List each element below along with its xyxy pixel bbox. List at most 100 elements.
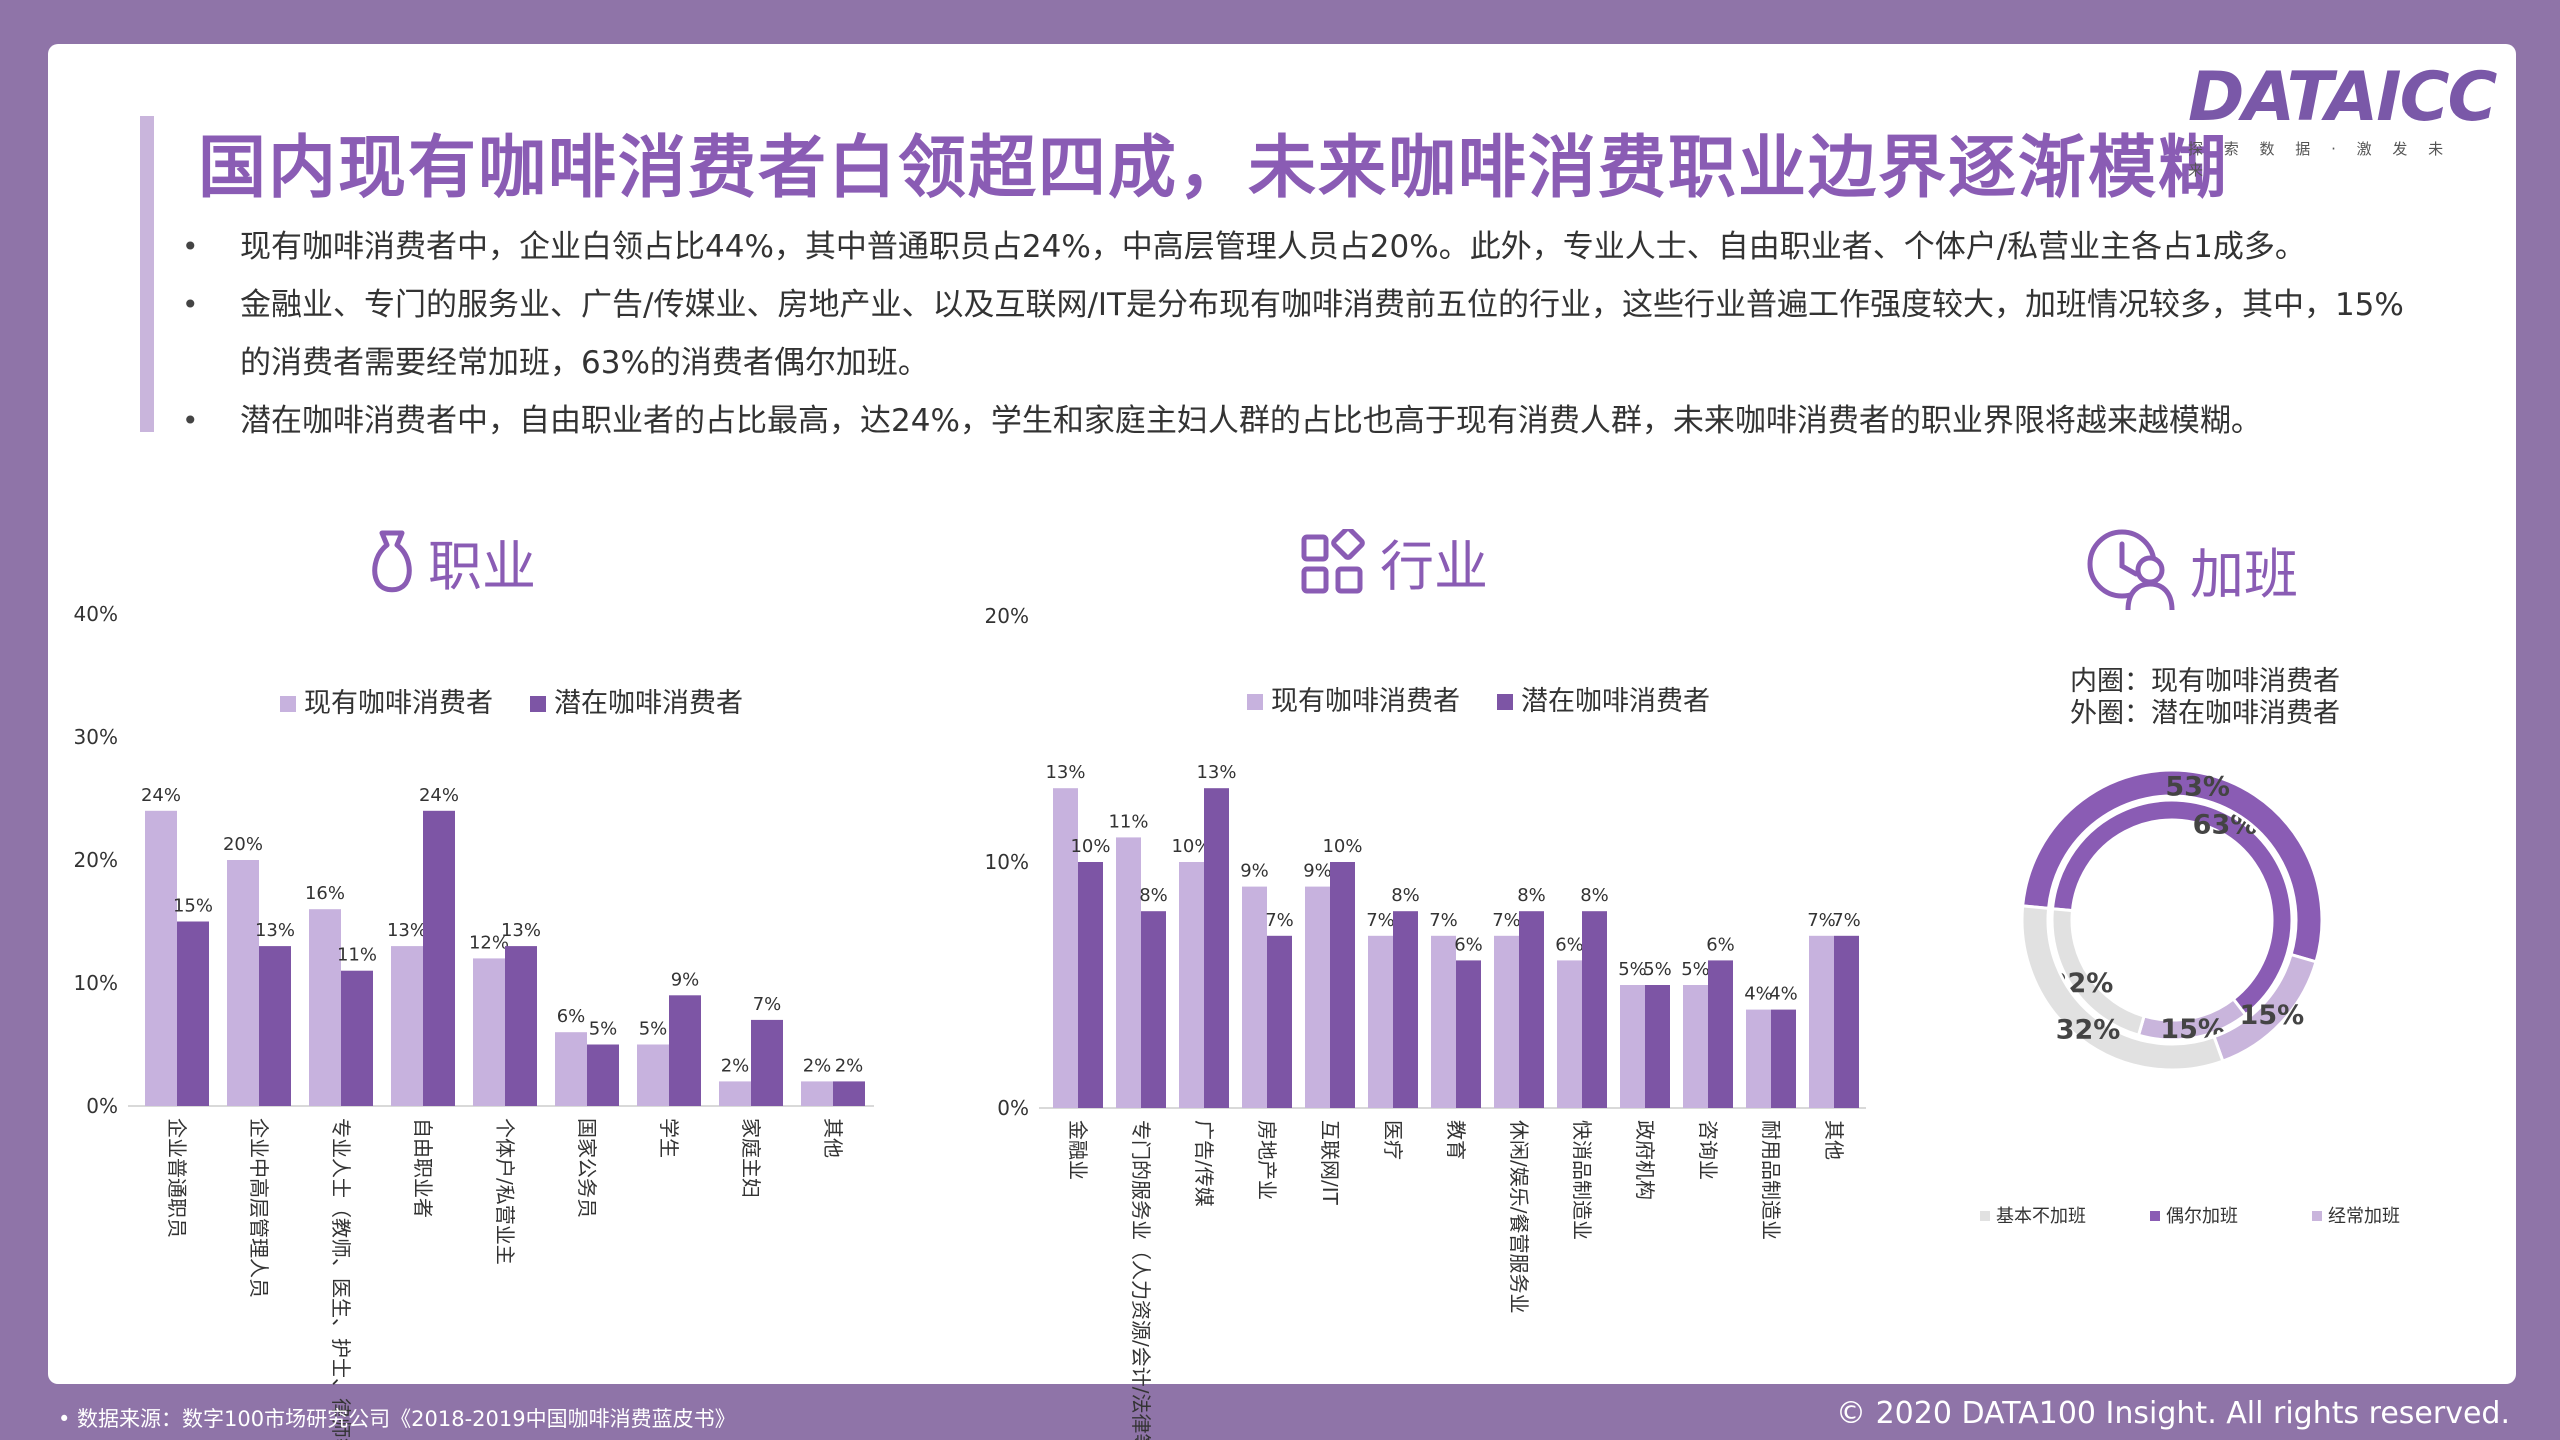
bullet-industry: 金融业、专门的服务业、广告/传媒业、房地产业、以及互联网/IT是分布现有咖啡消费… xyxy=(178,276,2408,392)
clock-person-icon xyxy=(2087,529,2175,611)
donut-value-label: 15% xyxy=(2240,1000,2305,1031)
occupation-bar xyxy=(801,1081,833,1106)
occupation-category-label: 国家公务员 xyxy=(575,1118,599,1218)
section-industry-label: 行业 xyxy=(1380,535,1488,598)
industry-bar xyxy=(1771,1009,1796,1108)
industry-category-label: 医疗 xyxy=(1381,1120,1405,1160)
overtime-donut-chart: 63%15%22%53%15%32%基本不加班 偶尔加班 经常加班 xyxy=(1980,768,2400,1227)
donut-legend-label: 经常加班 xyxy=(2328,1206,2400,1227)
industry-value-label: 7% xyxy=(1366,910,1395,931)
industry-value-label: 7% xyxy=(1429,910,1458,931)
donut-slice xyxy=(2050,798,2294,1017)
industry-value-label: 11% xyxy=(1108,811,1148,832)
industry-category-label: 政府机构 xyxy=(1633,1120,1657,1200)
occupation-value-label: 16% xyxy=(305,883,345,904)
donut-value-label: 32% xyxy=(2056,1014,2121,1045)
logo-wordmark: DATAICC xyxy=(2188,58,2497,137)
industry-chart: 0% 10% 20% 现有咖啡消费者 潜在咖啡消费者 13% 10% 金融业 11% 8% 专门的服… xyxy=(985,604,1866,1440)
occupation-bar xyxy=(473,958,505,1106)
industry-legend-label: 潜在咖啡消费者 xyxy=(1521,686,1710,717)
occupation-legend-label: 现有咖啡消费者 xyxy=(304,688,493,719)
donut-slice xyxy=(2050,907,2146,1038)
industry-category-label: 咨询业 xyxy=(1696,1120,1720,1180)
occupation-ytick: 20% xyxy=(74,848,118,872)
industry-legend-swatch xyxy=(1497,694,1513,710)
industry-value-label: 4% xyxy=(1744,984,1773,1005)
industry-bar xyxy=(1809,935,1834,1108)
industry-bar xyxy=(1519,911,1544,1108)
industry-value-label: 8% xyxy=(1517,885,1546,906)
page-title: 国内现有咖啡消费者白领超四成，未来咖啡消费职业边界逐渐模糊 xyxy=(198,129,2229,208)
industry-value-label: 7% xyxy=(1832,910,1861,931)
data-source: • 数据来源：数字100市场研究公司《2018-2019中国咖啡消费蓝皮书》 xyxy=(58,1407,736,1431)
donut-ring-note: 内圈：现有咖啡消费者 外圈：潜在咖啡消费者 xyxy=(2070,666,2340,730)
copyright: © 2020 DATA100 Insight. All rights reser… xyxy=(1836,1396,2510,1431)
industry-bar xyxy=(1242,886,1267,1108)
occupation-value-label: 5% xyxy=(589,1019,618,1040)
industry-bar xyxy=(1141,911,1166,1108)
occupation-category-label: 个体户/私营业主 xyxy=(493,1118,517,1265)
occupation-ytick: 40% xyxy=(74,602,118,626)
industry-value-label: 8% xyxy=(1391,885,1420,906)
industry-bar xyxy=(1179,862,1204,1108)
occupation-value-label: 2% xyxy=(721,1055,750,1076)
occupation-bar xyxy=(833,1081,865,1106)
occupation-legend-swatch xyxy=(530,696,546,712)
occupation-category-label: 自由职业者 xyxy=(411,1118,435,1218)
donut-legend-swatch xyxy=(2312,1211,2322,1221)
occupation-category-label: 企业普通职员 xyxy=(165,1118,189,1238)
industry-bar xyxy=(1557,960,1582,1108)
section-occupation-label: 职业 xyxy=(428,535,536,598)
logo-slogan: 探 索 数 据 · 激 发 未 来 xyxy=(2188,140,2452,179)
occupation-value-label: 2% xyxy=(835,1055,864,1076)
occupation-value-label: 11% xyxy=(337,945,377,966)
industry-bar xyxy=(1116,837,1141,1108)
section-industry: 行业 xyxy=(1300,522,1488,601)
occupation-value-label: 2% xyxy=(803,1055,832,1076)
industry-legend-label: 现有咖啡消费者 xyxy=(1271,686,1460,717)
title-accent-bar xyxy=(140,116,154,432)
industry-value-label: 7% xyxy=(1265,910,1294,931)
industry-bar xyxy=(1330,862,1355,1108)
industry-ytick: 20% xyxy=(985,604,1029,628)
section-overtime: 加班 xyxy=(2084,526,2298,612)
section-occupation: 职业 xyxy=(366,522,536,601)
occupation-bar xyxy=(587,1044,619,1106)
occupation-value-label: 13% xyxy=(255,920,295,941)
grid-icon xyxy=(1301,528,1365,593)
occupation-ytick: 10% xyxy=(74,971,118,995)
occupation-bar xyxy=(669,995,701,1106)
occupation-category-label: 专业人士（教师、医生、护士、律师等） xyxy=(329,1118,353,1440)
donut-inner-note: 内圈：现有咖啡消费者 xyxy=(2070,666,2340,697)
donut-legend-swatch xyxy=(2150,1211,2160,1221)
industry-bar xyxy=(1620,985,1645,1108)
occupation-category-label: 学生 xyxy=(657,1118,681,1158)
occupation-bar xyxy=(341,970,373,1106)
industry-value-label: 5% xyxy=(1643,959,1672,980)
industry-bar xyxy=(1393,911,1418,1108)
industry-bar xyxy=(1431,935,1456,1108)
occupation-value-label: 15% xyxy=(173,896,213,917)
industry-bar xyxy=(1305,886,1330,1108)
occupation-value-label: 12% xyxy=(469,932,509,953)
occupation-bar xyxy=(177,921,209,1106)
occupation-bar xyxy=(259,946,291,1106)
bullet-occupation: 现有咖啡消费者中，企业白领占比44%，其中普通职员占24%，中高层管理人员占20… xyxy=(178,218,2408,276)
donut-slice xyxy=(2020,904,2225,1072)
industry-bar xyxy=(1582,911,1607,1108)
occupation-bar xyxy=(719,1081,751,1106)
industry-bar xyxy=(1204,788,1229,1108)
industry-value-label: 5% xyxy=(1681,959,1710,980)
industry-category-label: 互联网/IT xyxy=(1318,1120,1342,1206)
occupation-bar xyxy=(637,1044,669,1106)
donut-value-label: 53% xyxy=(2165,771,2230,802)
industry-bar xyxy=(1053,788,1078,1108)
occupation-bar xyxy=(391,946,423,1106)
industry-value-label: 10% xyxy=(1070,836,1110,857)
industry-value-label: 4% xyxy=(1769,984,1798,1005)
industry-category-label: 其他 xyxy=(1822,1120,1846,1160)
industry-bar xyxy=(1456,960,1481,1108)
occupation-ytick: 0% xyxy=(86,1094,118,1118)
industry-value-label: 6% xyxy=(1706,934,1735,955)
occupation-value-label: 24% xyxy=(141,785,181,806)
